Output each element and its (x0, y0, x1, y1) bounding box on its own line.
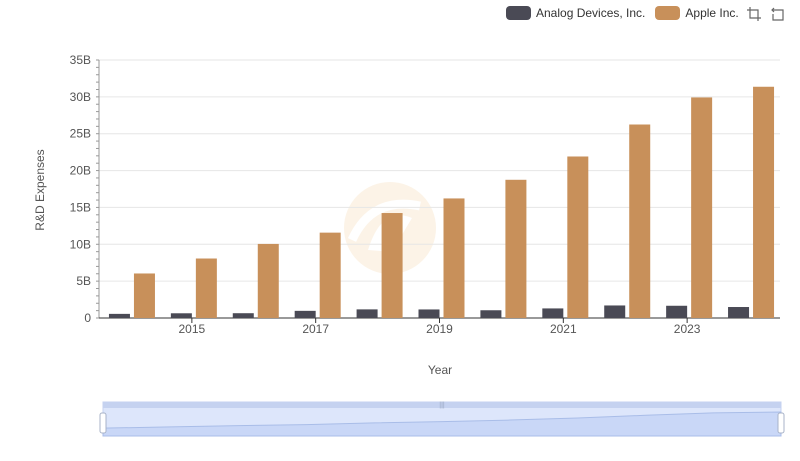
x-tick-label: 2019 (426, 322, 453, 336)
y-tick-label: 10B (70, 237, 91, 251)
legend-item-analog-devices[interactable]: Analog Devices, Inc. (506, 6, 645, 20)
bar-apple-2014 (133, 273, 155, 318)
bar-apple-2023 (691, 97, 713, 318)
bar-apple-2022 (629, 124, 651, 318)
x-tick-label: 2015 (179, 322, 206, 336)
y-tick-label: 15B (70, 200, 91, 214)
toolbox (746, 6, 786, 22)
bar-apple-2017 (319, 232, 341, 318)
legend-item-apple[interactable]: Apple Inc. (655, 6, 739, 20)
x-axis: 2015 2017 2019 2021 2023 (99, 317, 780, 336)
y-axis: 0 5B 10B 15B 20B 25B 30B 35B (70, 53, 100, 325)
x-tick-label: 2017 (302, 322, 329, 336)
bar-analog-devices-2014 (108, 313, 130, 318)
bar-apple-2015 (195, 258, 217, 318)
bar-analog-devices-2018 (356, 309, 378, 318)
zoom-icon[interactable] (746, 6, 762, 22)
y-tick-label: 35B (70, 53, 91, 67)
slider-grip: ||| (439, 402, 445, 409)
slider-handle-left (99, 412, 107, 434)
bar-analog-devices-2022 (604, 305, 626, 318)
legend-swatch-analog-devices (506, 6, 531, 20)
legend-label-apple: Apple Inc. (685, 6, 739, 20)
bar-analog-devices-2023 (666, 305, 688, 318)
bar-apple-2024 (753, 86, 775, 318)
bar-analog-devices-2017 (294, 310, 316, 318)
grid-lines (99, 59, 780, 282)
x-tick-label: 2021 (550, 322, 577, 336)
bar-analog-devices-2020 (480, 310, 502, 318)
legend-swatch-apple (655, 6, 681, 20)
bar-analog-devices-2024 (728, 307, 750, 318)
slider-top-bar (103, 402, 781, 408)
restore-icon[interactable] (770, 6, 786, 22)
x-tick-label: 2023 (674, 322, 701, 336)
legend-label-analog-devices: Analog Devices, Inc. (536, 6, 646, 20)
bar-apple-2021 (567, 156, 589, 318)
bar-apple-2019 (443, 198, 465, 318)
y-tick-label: 0 (84, 311, 91, 325)
bar-analog-devices-2015 (170, 313, 192, 318)
bar-apple-2016 (257, 243, 279, 318)
bar-analog-devices-2019 (418, 309, 440, 318)
slider-handle-right (777, 412, 785, 434)
y-axis-title: R&D Expenses (33, 149, 47, 231)
bars (108, 86, 775, 318)
bar-analog-devices-2016 (232, 313, 254, 318)
y-tick-label: 20B (70, 164, 91, 178)
bar-apple-2018 (381, 213, 403, 318)
bar-analog-devices-2021 (542, 308, 564, 318)
y-tick-label: 25B (70, 127, 91, 141)
bar-apple-2020 (505, 179, 527, 318)
legend: Analog Devices, Inc. Apple Inc. (506, 4, 749, 22)
y-tick-label: 5B (76, 274, 91, 288)
slider-mini-series (102, 411, 782, 437)
x-axis-title: Year (427, 363, 453, 377)
y-tick-label: 30B (70, 90, 91, 104)
data-zoom-slider[interactable]: ||| (99, 401, 785, 437)
